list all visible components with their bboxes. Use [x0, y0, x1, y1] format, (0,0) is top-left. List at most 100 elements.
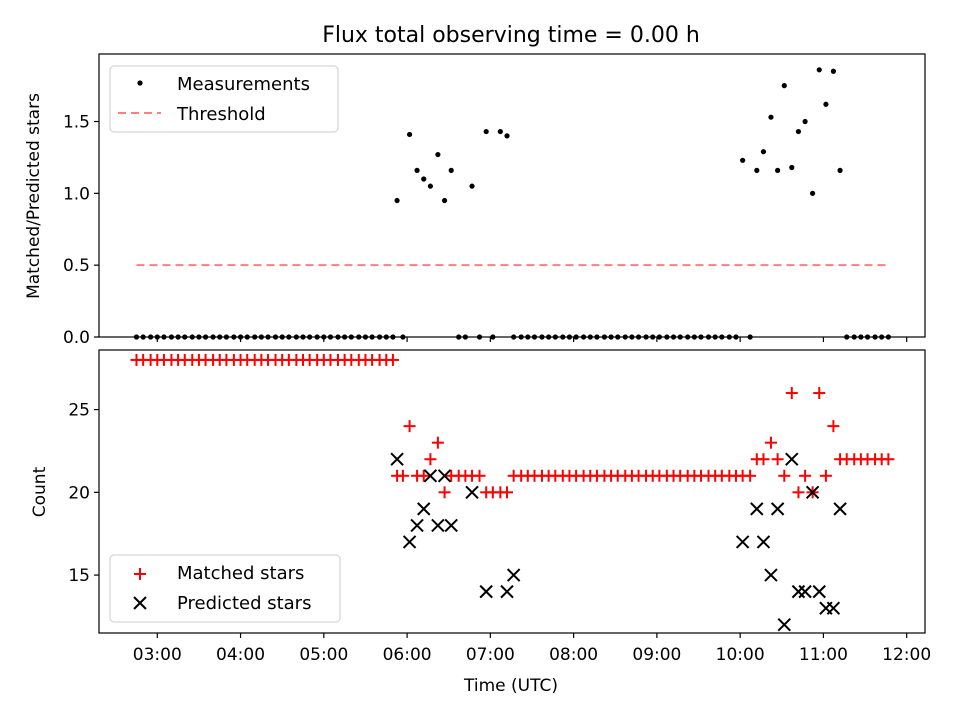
measurement-point	[441, 197, 448, 204]
predicted-stars-point	[756, 535, 771, 549]
measurement-point	[414, 167, 420, 173]
matched-stars-point	[431, 436, 444, 449]
y-tick-label: 25	[68, 401, 90, 421]
x-tick-label: 08:00	[549, 645, 598, 665]
y-tick-label: 20	[68, 483, 90, 503]
x-axis-label: Time (UTC)	[463, 676, 558, 696]
predicted-stars-point	[410, 518, 424, 533]
bottom-legend-box	[109, 554, 341, 623]
legend-matched-label: Matched stars	[177, 563, 304, 584]
x-tick-label: 10:00	[716, 645, 765, 665]
predicted-stars-point	[764, 568, 778, 582]
measurement-point	[781, 83, 787, 89]
measurement-point	[504, 133, 510, 139]
matched-stars-point	[827, 420, 840, 433]
predicted-stars-point	[785, 452, 799, 466]
measurement-point	[795, 128, 802, 135]
measurement-point	[760, 149, 767, 155]
predicted-stars-point	[417, 502, 431, 516]
predicted-stars-point	[479, 584, 493, 599]
predicted-stars-point	[437, 469, 452, 483]
predicted-stars-point	[506, 568, 521, 582]
matched-stars-point	[799, 469, 812, 482]
measurement-point	[740, 157, 746, 163]
x-tick-label: 11:00	[799, 645, 848, 665]
legend-matched-marker	[134, 568, 146, 580]
measurement-point	[421, 176, 427, 182]
measurement-point	[406, 131, 413, 138]
measurement-point	[837, 167, 843, 173]
y-tick-label: 0.5	[63, 256, 90, 276]
predicted-stars-point	[423, 469, 438, 483]
legend-threshold-label: Threshold	[176, 104, 266, 125]
measurement-point	[809, 190, 816, 196]
predicted-stars-point	[431, 518, 445, 533]
legend-measurements-marker	[137, 80, 143, 86]
y-tick-label: 0.0	[63, 328, 90, 348]
predicted-stars-point	[826, 601, 841, 615]
x-tick-label: 03:00	[133, 645, 182, 665]
measurement-point	[789, 164, 795, 171]
predicted-stars-point	[798, 584, 812, 599]
measurement-point	[497, 128, 503, 135]
measurement-point	[435, 151, 441, 158]
matched-stars-point	[396, 469, 409, 482]
predicted-stars-point	[812, 584, 826, 599]
matched-stars-point	[778, 469, 791, 482]
matched-stars-point	[882, 453, 895, 466]
bottom-axes-frame	[98, 349, 926, 634]
matched-stars-point	[757, 453, 770, 466]
bottom-legend: Matched stars Predicted stars	[109, 554, 341, 623]
measurement-point	[427, 183, 433, 189]
top-ticks-layer: 0.0 0.5 1.0 1.5	[63, 113, 908, 348]
matched-stars-point	[792, 486, 805, 499]
x-tick-label: 06:00	[383, 645, 432, 665]
matched-stars-point	[813, 387, 826, 400]
measurement-point	[483, 128, 489, 135]
measurement-point	[775, 167, 781, 173]
legend-predicted-label: Predicted stars	[177, 593, 311, 614]
matched-stars-point	[744, 469, 757, 482]
top-axes-frame	[98, 53, 926, 338]
y-tick-label: 15	[68, 566, 90, 586]
predicted-stars-point	[770, 502, 785, 516]
matched-stars-point	[785, 387, 798, 400]
predicted-stars-point	[402, 535, 417, 549]
matched-stars-point	[473, 469, 486, 482]
measurement-point	[768, 114, 774, 120]
figure-title: Flux total observing time = 0.00 h	[322, 23, 700, 48]
x-tick-label: 05:00	[299, 645, 348, 665]
bottom-axes: 15 20 25 03:00 04:00 05:00 06:00 07:00 08:00 09:0…	[30, 349, 931, 696]
x-tick-label: 09:00	[632, 645, 681, 665]
measurement-point	[469, 183, 475, 189]
bottom-ticks-layer: 15 20 25 03:00 04:00 05:00 06:00 07:00 08:00 09:0…	[68, 401, 931, 665]
matched-stars-point	[417, 469, 430, 482]
measurement-point	[830, 68, 837, 74]
y-tick-label: 1.5	[63, 113, 90, 133]
x-tick-label: 07:00	[466, 645, 515, 665]
matched-stars-point	[771, 453, 784, 466]
predicted-stars-point	[390, 452, 404, 466]
measurement-point	[394, 197, 400, 204]
measurement-point	[816, 67, 822, 73]
x-tick-label: 12:00	[882, 645, 931, 665]
matched-stars-point	[438, 486, 451, 499]
predicted-stars-point	[777, 618, 791, 632]
measurement-point	[802, 118, 808, 125]
predicted-stars-point	[465, 485, 479, 500]
matched-stars-point	[403, 420, 416, 433]
matched-stars-point	[764, 436, 777, 449]
top-legend-box	[109, 65, 339, 133]
legend-predicted-marker	[133, 596, 147, 610]
top-legend: Measurements Threshold	[109, 65, 339, 133]
predicted-stars-point	[805, 485, 820, 500]
measurement-point	[823, 101, 829, 107]
measurement-point	[754, 167, 760, 173]
x-tick-label: 04:00	[216, 645, 265, 665]
predicted-stars-point	[444, 518, 458, 533]
bottom-data-layer	[130, 353, 895, 632]
measurement-point	[448, 167, 454, 173]
matched-stars-point	[424, 453, 437, 466]
bottom-y-axis-label: Count	[30, 466, 50, 517]
matched-stars-point	[501, 486, 514, 499]
